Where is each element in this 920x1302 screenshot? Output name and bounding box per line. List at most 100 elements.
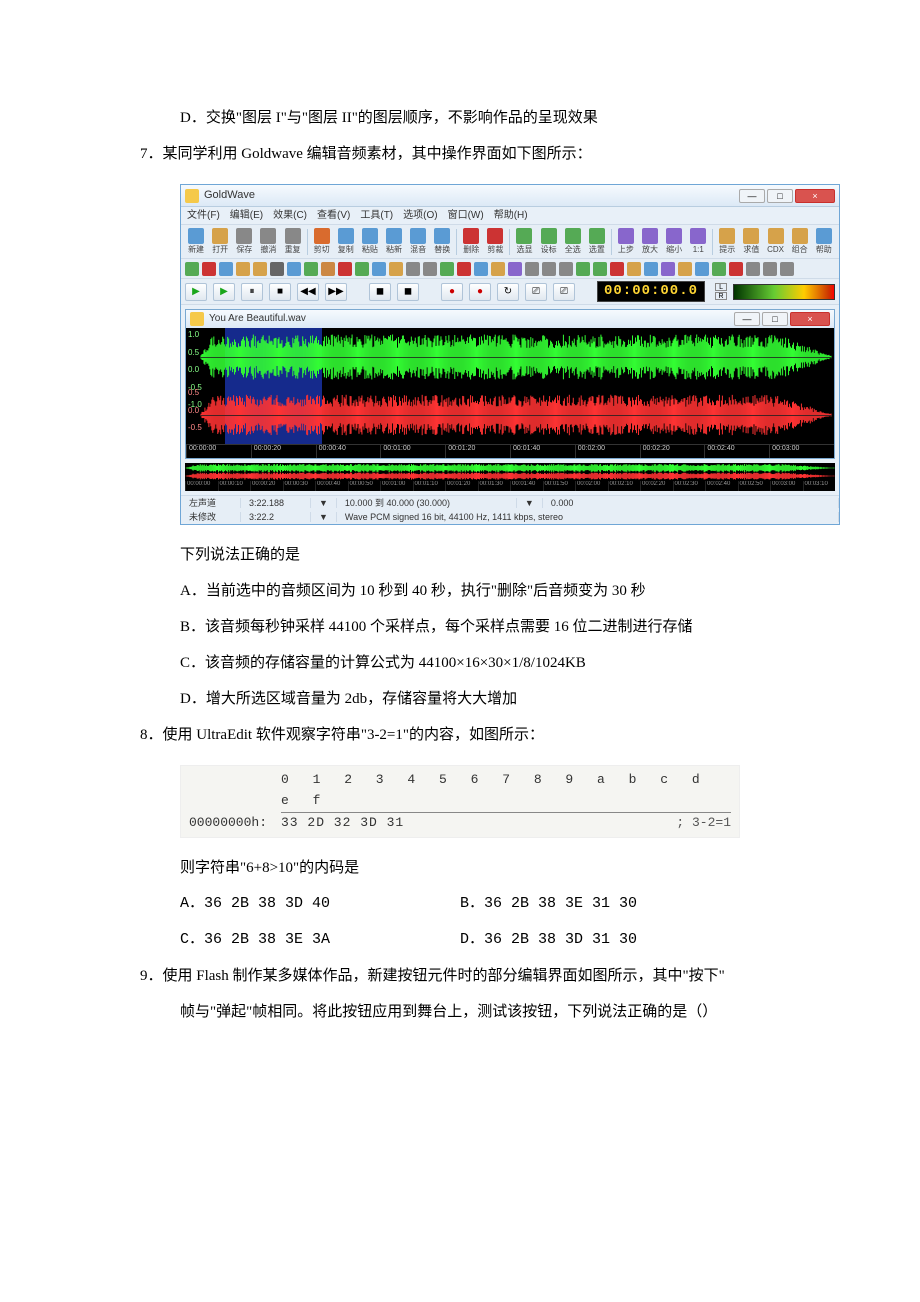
effect-tool[interactable]	[355, 262, 369, 276]
tool-剪裁[interactable]: 剪裁	[484, 228, 506, 255]
q8-option-a: A．36 2B 38 3D 40	[180, 886, 400, 922]
overview-area[interactable]: 00:00:0000:00:1000:00:2000:00:3000:00:40…	[185, 463, 835, 491]
tool-保存[interactable]: 保存	[233, 228, 255, 255]
effect-tool[interactable]	[746, 262, 760, 276]
tool-删除[interactable]: 删除	[460, 228, 482, 255]
tool-设标[interactable]: 设标	[538, 228, 560, 255]
tool-混音[interactable]: 混音	[407, 228, 429, 255]
menu-item[interactable]: 窗口(W)	[448, 210, 484, 222]
status-bar: 左声道 3:22.188 ▼ 10.000 到 40.000 (30.000) …	[181, 495, 839, 524]
close-button[interactable]: ×	[795, 189, 835, 203]
effect-tool[interactable]	[627, 262, 641, 276]
menu-item[interactable]: 查看(V)	[317, 210, 350, 222]
tool-1:1[interactable]: 1:1	[687, 228, 709, 255]
effect-tool[interactable]	[321, 262, 335, 276]
effect-tool[interactable]	[559, 262, 573, 276]
menu-item[interactable]: 选项(O)	[403, 210, 437, 222]
tool-上步[interactable]: 上步	[615, 228, 637, 255]
tool-新建[interactable]: 新建	[185, 228, 207, 255]
tool-剪切[interactable]: 剪切	[311, 228, 333, 255]
tool-帮助[interactable]: 帮助	[813, 228, 835, 255]
effect-tool[interactable]	[576, 262, 590, 276]
effect-tool[interactable]	[270, 262, 284, 276]
record-button[interactable]: ●	[441, 283, 463, 301]
loop-button[interactable]: ↻	[497, 283, 519, 301]
tool-CDX[interactable]: CDX	[764, 228, 786, 255]
tool-选显[interactable]: 选显	[513, 228, 535, 255]
effect-tool[interactable]	[593, 262, 607, 276]
status-arrow3[interactable]: ▼	[311, 512, 337, 523]
effect-tool[interactable]	[729, 262, 743, 276]
tool-求值[interactable]: 求值	[740, 228, 762, 255]
effect-tool[interactable]	[406, 262, 420, 276]
effect-tool[interactable]	[457, 262, 471, 276]
effect-tool[interactable]	[474, 262, 488, 276]
pause-button[interactable]: ⏸	[241, 283, 263, 301]
effect-tool[interactable]	[712, 262, 726, 276]
tool-全选[interactable]: 全选	[562, 228, 584, 255]
menu-item[interactable]: 帮助(H)	[494, 210, 528, 222]
rewind-button[interactable]: ◀◀	[297, 283, 319, 301]
effect-tool[interactable]	[253, 262, 267, 276]
effect-tool[interactable]	[440, 262, 454, 276]
effect-tool[interactable]	[508, 262, 522, 276]
tool-复制[interactable]: 复制	[335, 228, 357, 255]
marker2-button[interactable]: ◼	[397, 283, 419, 301]
effect-tool[interactable]	[236, 262, 250, 276]
tool-重复[interactable]: 重复	[282, 228, 304, 255]
effect-tool[interactable]	[780, 262, 794, 276]
view2-button[interactable]: ⎚	[553, 283, 575, 301]
marker1-button[interactable]: ◼	[369, 283, 391, 301]
tool-放大[interactable]: 放大	[639, 228, 661, 255]
tool-提示[interactable]: 提示	[716, 228, 738, 255]
menu-item[interactable]: 编辑(E)	[230, 210, 263, 222]
effect-tool[interactable]	[695, 262, 709, 276]
tool-粘新[interactable]: 粘新	[383, 228, 405, 255]
effect-tool[interactable]	[644, 262, 658, 276]
menu-item[interactable]: 效果(C)	[273, 210, 307, 222]
hex-address: 00000000h:	[189, 813, 281, 834]
play-button[interactable]: ▶	[185, 283, 207, 301]
audio-close-button[interactable]: ×	[790, 312, 830, 326]
tool-组合[interactable]: 组合	[789, 228, 811, 255]
effect-tool[interactable]	[423, 262, 437, 276]
effect-tool[interactable]	[525, 262, 539, 276]
status-arrow1[interactable]: ▼	[311, 498, 337, 509]
ff-button[interactable]: ▶▶	[325, 283, 347, 301]
tool-打开[interactable]: 打开	[209, 228, 231, 255]
effect-tool[interactable]	[763, 262, 777, 276]
tool-缩小[interactable]: 缩小	[663, 228, 685, 255]
menu-item[interactable]: 工具(T)	[360, 210, 393, 222]
menu-item[interactable]: 文件(F)	[187, 210, 220, 222]
tool-选置[interactable]: 选置	[586, 228, 608, 255]
q6-option-d: D．交换"图层 I"与"图层 II"的图层顺序，不影响作品的呈现效果	[100, 100, 820, 136]
effect-tool[interactable]	[338, 262, 352, 276]
effect-tool[interactable]	[304, 262, 318, 276]
tool-撤消[interactable]: 撤消	[257, 228, 279, 255]
tool-替换[interactable]: 替换	[431, 228, 453, 255]
status-arrow2[interactable]: ▼	[517, 498, 543, 509]
stop-button[interactable]: ■	[269, 283, 291, 301]
view1-button[interactable]: ⎚	[525, 283, 547, 301]
effect-tool[interactable]	[491, 262, 505, 276]
effect-tool[interactable]	[372, 262, 386, 276]
effect-tool[interactable]	[202, 262, 216, 276]
waveform-area[interactable]: 1.00.50.0-0.5-1.0 0.50.0-0.5	[186, 328, 834, 458]
tool-粘贴[interactable]: 粘贴	[359, 228, 381, 255]
maximize-button[interactable]: □	[767, 189, 793, 203]
effect-tool[interactable]	[219, 262, 233, 276]
audio-max-button[interactable]: □	[762, 312, 788, 326]
effect-tool[interactable]	[185, 262, 199, 276]
effect-tool[interactable]	[678, 262, 692, 276]
minimize-button[interactable]: —	[739, 189, 765, 203]
record2-button[interactable]: ●	[469, 283, 491, 301]
effect-tool[interactable]	[389, 262, 403, 276]
audio-min-button[interactable]: —	[734, 312, 760, 326]
effect-tool[interactable]	[542, 262, 556, 276]
effect-tool[interactable]	[661, 262, 675, 276]
effect-tool[interactable]	[287, 262, 301, 276]
play2-button[interactable]: ▶	[213, 283, 235, 301]
toolbar-effects	[181, 259, 839, 279]
effect-tool[interactable]	[610, 262, 624, 276]
status-selection: 10.000 到 40.000 (30.000)	[337, 498, 517, 509]
